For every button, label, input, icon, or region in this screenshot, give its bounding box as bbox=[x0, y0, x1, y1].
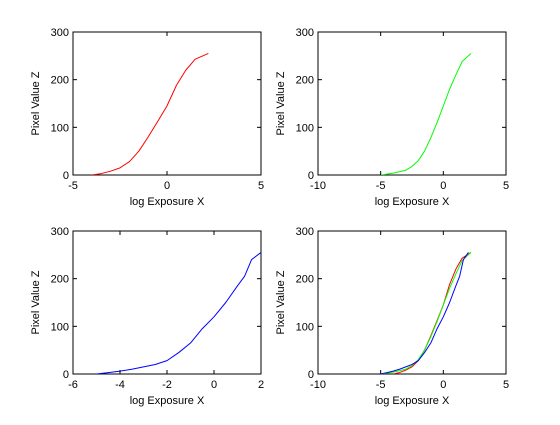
x-axis-label: log Exposure X bbox=[375, 196, 450, 208]
x-tick-label: 2 bbox=[258, 379, 264, 391]
axes-box bbox=[72, 31, 262, 176]
x-axis-label: log Exposure X bbox=[130, 196, 205, 208]
y-tick-label: 300 bbox=[296, 27, 314, 39]
y-axis-label: Pixel Value Z bbox=[275, 270, 287, 334]
x-tick-label: -10 bbox=[310, 180, 326, 192]
series-line-2 bbox=[380, 252, 472, 374]
x-tick-label: 0 bbox=[211, 379, 217, 391]
y-tick-label: 0 bbox=[308, 170, 314, 182]
y-tick-label: 200 bbox=[51, 75, 69, 87]
series-line-3 bbox=[380, 252, 469, 374]
x-tick-label: 0 bbox=[164, 180, 170, 192]
y-tick-label: 0 bbox=[63, 369, 69, 381]
x-tick-label: 5 bbox=[503, 379, 509, 391]
x-axis-label: log Exposure X bbox=[375, 395, 450, 407]
y-tick-label: 200 bbox=[296, 274, 314, 286]
x-tick-label: 5 bbox=[503, 180, 509, 192]
y-tick-label: 100 bbox=[51, 321, 69, 333]
y-axis-label: Pixel Value Z bbox=[30, 71, 42, 135]
y-tick-label: 0 bbox=[63, 170, 69, 182]
x-axis-label: log Exposure X bbox=[130, 395, 205, 407]
x-tick-label: -2 bbox=[162, 379, 172, 391]
x-tick-label: -6 bbox=[68, 379, 78, 391]
series-line-1 bbox=[380, 53, 472, 175]
axes-box bbox=[317, 230, 507, 375]
x-tick-label: -4 bbox=[115, 379, 125, 391]
x-tick-label: 0 bbox=[440, 379, 446, 391]
y-axis-label: Pixel Value Z bbox=[275, 71, 287, 135]
y-tick-label: 0 bbox=[308, 369, 314, 381]
x-tick-label: -10 bbox=[310, 379, 326, 391]
y-tick-label: 300 bbox=[51, 27, 69, 39]
series-line-1 bbox=[96, 252, 261, 374]
x-tick-label: 5 bbox=[258, 180, 264, 192]
series-line-1 bbox=[91, 52, 209, 175]
y-tick-label: 200 bbox=[51, 274, 69, 286]
subplot-3: -6 -4 -2 0 2 0 100 200 300 log Exposure X Pixel Va… bbox=[30, 226, 264, 407]
y-axis-label: Pixel Value Z bbox=[30, 270, 42, 334]
x-tick-label: 0 bbox=[440, 180, 446, 192]
x-tick-label: -5 bbox=[68, 180, 78, 192]
axes-box bbox=[317, 31, 507, 176]
y-tick-label: 100 bbox=[296, 321, 314, 333]
y-tick-label: 200 bbox=[296, 75, 314, 87]
y-tick-label: 100 bbox=[296, 122, 314, 134]
x-tick-label: -5 bbox=[376, 180, 386, 192]
x-tick-label: -5 bbox=[376, 379, 386, 391]
y-tick-label: 300 bbox=[51, 226, 69, 238]
y-tick-label: 300 bbox=[296, 226, 314, 238]
axes-box bbox=[72, 230, 262, 375]
y-tick-label: 100 bbox=[51, 122, 69, 134]
